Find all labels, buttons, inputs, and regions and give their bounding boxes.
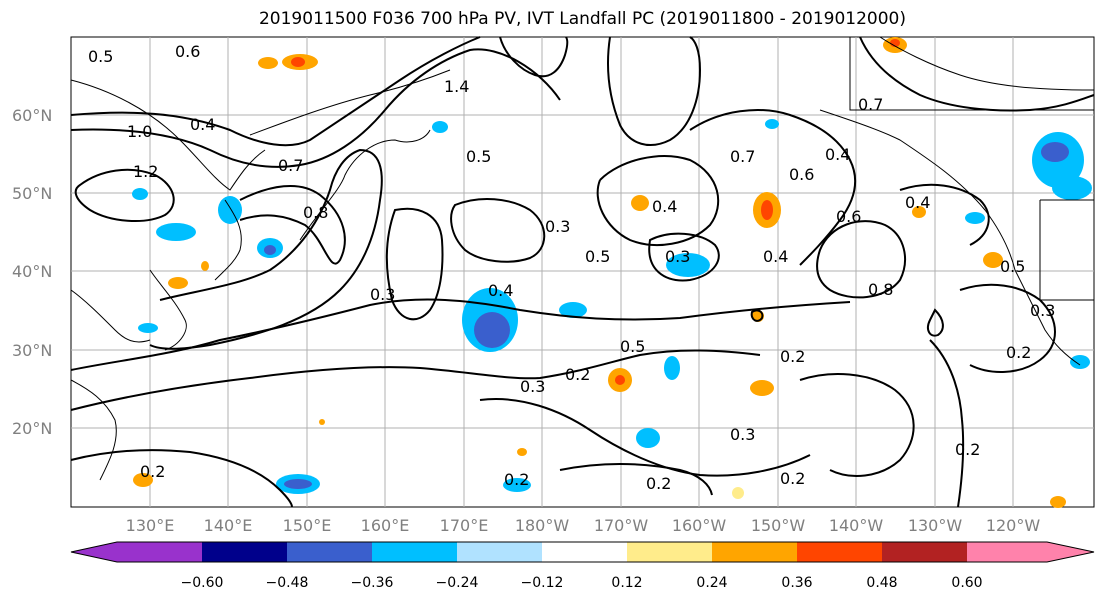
lon-label: 130°W [908, 516, 963, 535]
colorbar-tick-label: 0.12 [611, 575, 642, 591]
contour-label: 1.0 [127, 122, 152, 141]
contour-label: 0.5 [1000, 257, 1025, 276]
lon-label: 160°E [361, 516, 410, 535]
lon-label: 170°E [440, 516, 489, 535]
contour-label: 0.7 [858, 95, 883, 114]
contour-label: 0.4 [825, 145, 850, 164]
contour-label: 0.8 [303, 203, 328, 222]
contour-label: 0.4 [905, 193, 930, 212]
lat-label: 50°N [12, 184, 52, 203]
graticule [71, 37, 1094, 507]
colorbar-segment [542, 542, 627, 562]
contour-label: 0.4 [488, 281, 513, 300]
lon-label: 140°W [829, 516, 884, 535]
lat-label: 60°N [12, 106, 52, 125]
lon-label: 140°E [204, 516, 253, 535]
colorbar-segment [372, 542, 457, 562]
pv-contours [70, 36, 1095, 508]
map-area: 0.5 0.6 1.4 1.2 1.0 0.4 0.7 0.8 0.5 0.3 … [70, 36, 1095, 508]
contour-label: 0.2 [780, 347, 805, 366]
colorbar-extend-max [1047, 542, 1094, 562]
colorbar-tick-label: 0.24 [696, 575, 727, 591]
contour-label: 0.3 [370, 285, 395, 304]
contour-label: 0.4 [763, 247, 788, 266]
contour-label: 0.5 [88, 47, 113, 66]
lon-label: 150°W [751, 516, 806, 535]
colorbar-segment [967, 542, 1047, 562]
contour-label: 0.2 [646, 474, 671, 493]
colorbar-tick-label: 0.36 [781, 575, 812, 591]
contour-label: 1.4 [444, 77, 469, 96]
contour-labels: 0.5 0.6 1.4 1.2 1.0 0.4 0.7 0.8 0.5 0.3 … [88, 42, 1055, 493]
lon-label: 150°E [283, 516, 332, 535]
contour-label: 0.8 [868, 280, 893, 299]
lon-label: 130°E [126, 516, 175, 535]
contour-label: 0.7 [730, 147, 755, 166]
colorbar-labels: −0.60 −0.48 −0.36 −0.24 −0.12 0.12 0.24 … [181, 575, 983, 591]
colorbar-segment [202, 542, 287, 562]
lat-label: 30°N [12, 341, 52, 360]
contour-label: 0.4 [190, 115, 215, 134]
colorbar-tick-label: −0.24 [436, 575, 479, 591]
colorbar [70, 541, 1095, 563]
lon-label: 160°W [672, 516, 727, 535]
contour-label: 0.5 [585, 247, 610, 266]
colorbar-segment [457, 542, 542, 562]
contour-label: 0.2 [780, 469, 805, 488]
pv-shading [132, 37, 1092, 508]
contour-label: 0.2 [504, 470, 529, 489]
contour-label: 1.2 [133, 162, 158, 181]
lat-label: 40°N [12, 262, 52, 281]
lon-label: 170°W [594, 516, 649, 535]
colorbar-segment [117, 542, 202, 562]
colorbar-segment [627, 542, 712, 562]
coastlines [70, 36, 1095, 481]
contour-label: 0.3 [1030, 301, 1055, 320]
contour-label: 0.5 [620, 337, 645, 356]
lat-label: 20°N [12, 419, 52, 438]
contour-label: 0.5 [466, 147, 491, 166]
contour-label: 0.3 [520, 377, 545, 396]
contour-label: 0.2 [1006, 343, 1031, 362]
colorbar-segment [712, 542, 797, 562]
colorbar-tick-label: −0.36 [351, 575, 394, 591]
colorbar-segment [287, 542, 372, 562]
contour-label: 0.2 [565, 365, 590, 384]
contour-label: 0.6 [175, 42, 200, 61]
map-title: 2019011500 F036 700 hPa PV, IVT Landfall… [258, 9, 906, 29]
latitude-labels: 60°N 50°N 40°N 30°N 20°N [12, 106, 52, 438]
contour-label: 0.3 [730, 425, 755, 444]
colorbar-tick-label: −0.12 [521, 575, 564, 591]
contour-label: 0.6 [789, 165, 814, 184]
lon-label: 180°W [515, 516, 570, 535]
colorbar-tick-label: −0.60 [181, 575, 224, 591]
colorbar-segment [797, 542, 882, 562]
contour-label: 0.4 [652, 197, 677, 216]
colorbar-tick-label: 0.60 [951, 575, 982, 591]
lon-label: 120°W [986, 516, 1041, 535]
contour-label: 0.3 [545, 217, 570, 236]
colorbar-tick-label: 0.48 [866, 575, 897, 591]
contour-label: 0.7 [278, 156, 303, 175]
colorbar-tick-label: −0.48 [266, 575, 309, 591]
contour-label: 0.3 [665, 247, 690, 266]
longitude-labels: 130°E 140°E 150°E 160°E 170°E 180°W 170°… [126, 516, 1041, 535]
contour-label: 0.2 [140, 462, 165, 481]
colorbar-extend-min [71, 542, 117, 562]
contour-label: 0.2 [955, 440, 980, 459]
contour-label: 0.6 [836, 207, 861, 226]
colorbar-segment [882, 542, 967, 562]
